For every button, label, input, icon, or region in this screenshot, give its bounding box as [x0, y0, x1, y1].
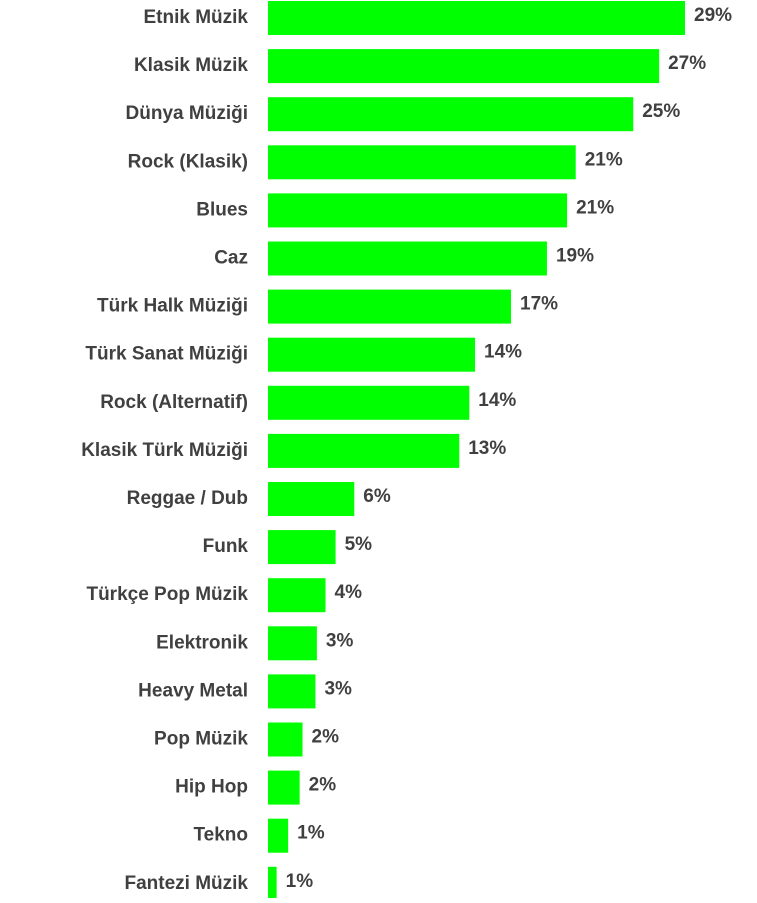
category-label: Pop Müzik — [154, 729, 248, 750]
value-label: 27% — [668, 53, 706, 74]
value-label: 13% — [468, 438, 506, 459]
category-label: Dünya Müziği — [126, 103, 248, 124]
value-label: 5% — [345, 534, 373, 555]
bar — [268, 722, 303, 757]
value-label: 1% — [297, 823, 325, 844]
value-label: 14% — [478, 390, 516, 411]
bar — [268, 626, 317, 661]
bar — [268, 433, 460, 468]
category-label: Blues — [196, 199, 248, 220]
bar — [268, 674, 316, 709]
category-label: Etnik Müzik — [143, 7, 248, 28]
category-label: Rock (Alternatif) — [100, 392, 248, 413]
value-label: 2% — [309, 775, 337, 796]
category-label: Klasik Türk Müziği — [81, 440, 248, 461]
value-label: 3% — [326, 630, 354, 651]
category-label: Fantezi Müzik — [124, 873, 248, 894]
value-label: 21% — [576, 197, 614, 218]
category-label: Türk Sanat Müziği — [85, 344, 248, 365]
bar — [268, 530, 336, 565]
category-label: Heavy Metal — [138, 680, 248, 701]
category-label: Türk Halk Müziği — [97, 296, 248, 317]
category-label: Caz — [214, 248, 248, 269]
category-label: Tekno — [193, 825, 248, 846]
category-label: Elektronik — [156, 632, 248, 653]
category-label: Hip Hop — [175, 777, 248, 798]
category-label: Klasik Müzik — [134, 55, 248, 76]
bar — [268, 770, 300, 805]
value-label: 14% — [484, 342, 522, 363]
bar — [268, 1, 685, 35]
bar — [268, 193, 568, 228]
bar — [268, 145, 576, 180]
bar — [268, 482, 355, 516]
value-label: 3% — [324, 678, 352, 699]
bar — [268, 337, 476, 372]
bar — [268, 578, 326, 613]
bar — [268, 97, 634, 132]
category-label: Reggae / Dub — [127, 488, 248, 509]
value-label: 21% — [585, 149, 623, 170]
bar — [268, 289, 512, 324]
value-label: 6% — [363, 486, 391, 507]
value-label: 19% — [556, 246, 594, 267]
value-label: 25% — [642, 101, 680, 122]
value-label: 17% — [520, 294, 558, 315]
category-label: Türkçe Pop Müzik — [86, 584, 248, 605]
bar — [268, 385, 470, 420]
bar — [268, 49, 660, 84]
value-label: 2% — [312, 727, 340, 748]
category-label: Rock (Klasik) — [128, 151, 248, 172]
category-label: Funk — [203, 536, 249, 557]
bar — [268, 241, 547, 276]
value-label: 1% — [286, 871, 314, 892]
value-label: 4% — [335, 582, 363, 603]
bar — [268, 866, 277, 901]
bar — [268, 818, 289, 853]
value-label: 29% — [694, 5, 732, 26]
